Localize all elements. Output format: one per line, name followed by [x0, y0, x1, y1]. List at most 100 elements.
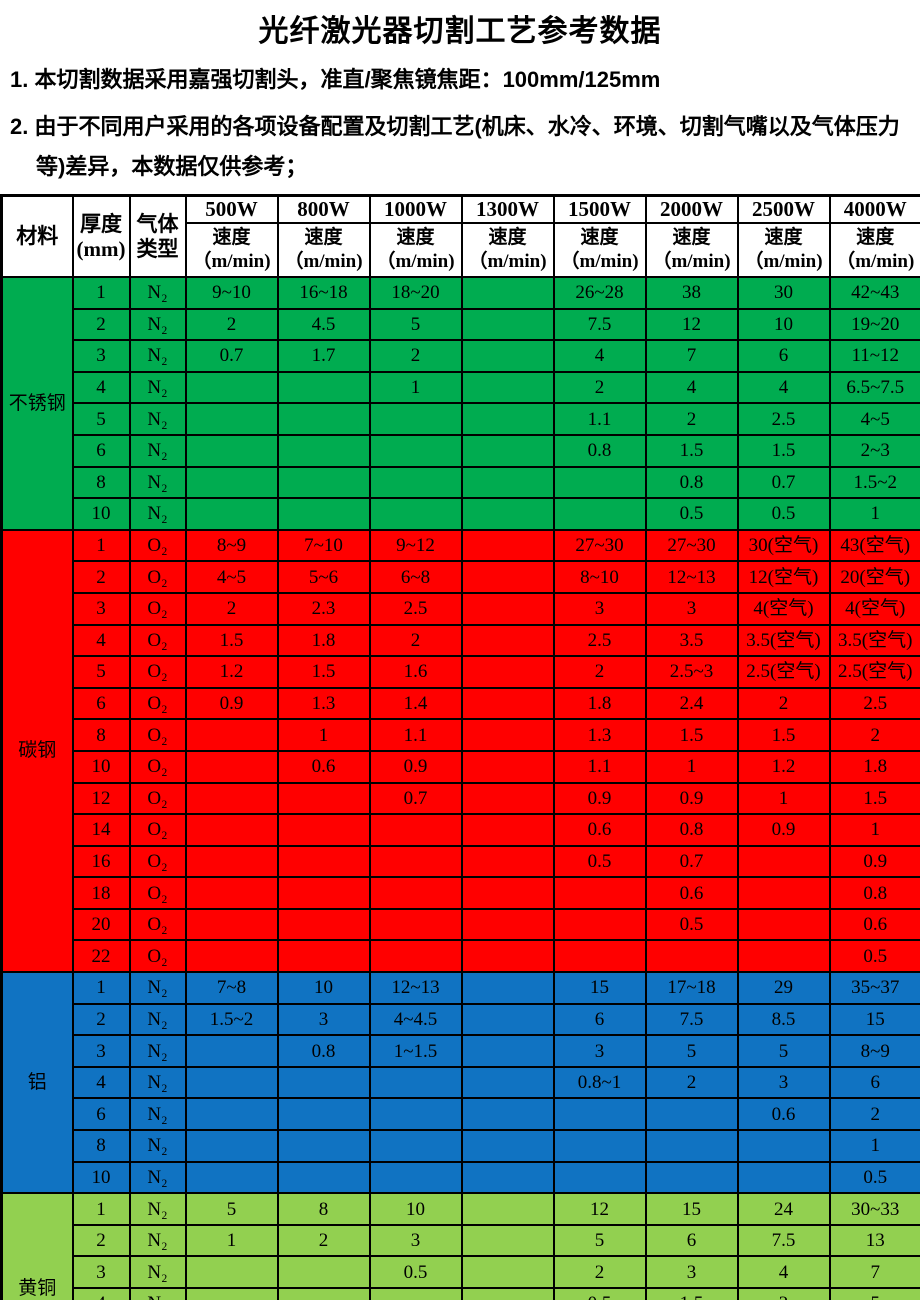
speed-cell [276, 1129, 371, 1163]
header-power-2000w: 2000W [644, 194, 739, 224]
speed-cell: 1.2 [736, 749, 831, 784]
gas-cell: O₂ [128, 528, 187, 563]
thickness-cell: 16 [71, 844, 131, 879]
speed-cell [368, 1097, 463, 1132]
speed-cell: 24 [736, 1192, 831, 1226]
speed-cell [368, 497, 463, 531]
speed-cell [460, 1192, 555, 1226]
speed-cell [460, 1034, 555, 1068]
speed-cell [552, 907, 647, 942]
speed-cell [184, 718, 279, 752]
speed-cell: 30~33 [828, 1192, 920, 1226]
speed-cell [276, 781, 371, 816]
speed-cell [184, 1034, 279, 1068]
speed-cell: 2 [552, 1255, 647, 1289]
gas-cell: N₂ [128, 1223, 187, 1258]
thickness-cell: 3 [71, 591, 131, 626]
speed-cell: 12 [644, 307, 739, 342]
speed-cell [736, 939, 831, 974]
speed-cell [368, 907, 463, 942]
speed-cell [460, 528, 555, 563]
speed-cell: 2 [368, 623, 463, 658]
speed-cell [276, 497, 371, 531]
speed-cell: 0.7 [644, 844, 739, 879]
speed-cell: 3 [552, 591, 647, 626]
speed-cell: 1.1 [368, 718, 463, 752]
speed-cell: 3 [368, 1223, 463, 1258]
thickness-cell: 1 [71, 971, 131, 1005]
gas-cell: N₂ [128, 433, 187, 468]
speed-cell: 1.5 [644, 433, 739, 468]
speed-cell [460, 813, 555, 847]
speed-cell: 5~6 [276, 560, 371, 594]
speed-cell: 4(空气) [736, 591, 831, 626]
speed-cell: 10 [276, 971, 371, 1005]
material-cell-aluminum: 铝 [0, 971, 74, 1195]
thickness-cell: 3 [71, 339, 131, 373]
speed-cell: 8~10 [552, 560, 647, 594]
speed-cell: 1.5 [736, 433, 831, 468]
thickness-cell: 10 [71, 749, 131, 784]
gas-cell: O₂ [128, 655, 187, 689]
speed-cell [184, 1097, 279, 1132]
gas-cell: N₂ [128, 1034, 187, 1068]
speed-cell: 38 [644, 276, 739, 310]
speed-cell [460, 402, 555, 436]
gas-cell: N₂ [128, 370, 187, 405]
gas-cell: N₂ [128, 276, 187, 310]
speed-cell: 3 [644, 591, 739, 626]
speed-cell: 11~12 [828, 339, 920, 373]
table-row: 3 N₂ 0.5 2 3 4 7 [2, 1255, 920, 1289]
gas-cell: N₂ [128, 1287, 187, 1300]
speed-cell [184, 1160, 279, 1195]
speed-cell: 2 [828, 718, 920, 752]
table-row: 4 N₂ 0.8~1 2 3 6 [2, 1065, 920, 1100]
thickness-cell: 2 [71, 307, 131, 342]
speed-cell: 12~13 [368, 971, 463, 1005]
speed-cell: 5 [552, 1223, 647, 1258]
header-speed-unit: 速度 （m/min) [184, 222, 279, 278]
header-speed-unit: 速度 （m/min) [552, 222, 647, 278]
speed-cell: 1.5 [184, 623, 279, 658]
speed-cell: 2 [644, 402, 739, 436]
thickness-cell: 2 [71, 560, 131, 594]
speed-cell [460, 1223, 555, 1258]
speed-cell [368, 402, 463, 436]
speed-cell [368, 433, 463, 468]
speed-cell: 1 [828, 813, 920, 847]
gas-cell: O₂ [128, 781, 187, 816]
table-row: 6 N₂ 0.8 1.5 1.5 2~3 [2, 433, 920, 468]
speed-cell [460, 339, 555, 373]
speed-cell: 4~5 [828, 402, 920, 436]
gas-cell: O₂ [128, 686, 187, 721]
speed-cell [276, 876, 371, 910]
page-title: 光纤激光器切割工艺参考数据 [258, 15, 662, 48]
note-1: 1. 本切割数据采用嘉强切割头，准直/聚焦镜焦距：100mm/125mm [10, 67, 661, 92]
speed-cell: 7 [828, 1255, 920, 1289]
table-row: 6 O₂ 0.9 1.3 1.4 1.8 2.4 2 2.5 [2, 686, 920, 721]
header-power-4000w: 4000W [828, 194, 920, 224]
header-speed-unit: 速度 （m/min) [368, 222, 463, 278]
table-row: 14 O₂ 0.6 0.8 0.9 1 [2, 813, 920, 847]
speed-cell [276, 1255, 371, 1289]
table-row: 8 N₂ 0.8 0.7 1.5~2 [2, 465, 920, 500]
material-cell-stainless-steel: 不锈钢 [0, 276, 74, 531]
table-header: 材料 厚度 (mm) 气体 类型 500W 800W 1000W 1300W 1500W… [0, 194, 920, 278]
speed-cell: 1.3 [276, 686, 371, 721]
speed-cell: 7.5 [644, 1002, 739, 1037]
speed-cell: 2.5 [736, 402, 831, 436]
speed-cell [460, 939, 555, 974]
gas-cell: N₂ [128, 1129, 187, 1163]
speed-cell [276, 844, 371, 879]
speed-cell [460, 1160, 555, 1195]
speed-cell [552, 497, 647, 531]
speed-cell: 15 [828, 1002, 920, 1037]
gas-cell: N₂ [128, 1002, 187, 1037]
speed-cell: 0.5 [368, 1255, 463, 1289]
material-cell-brass: 黄铜 [0, 1192, 74, 1300]
speed-cell: 2 [828, 1097, 920, 1132]
speed-cell: 2.5(空气) [828, 655, 920, 689]
speed-cell: 2 [552, 655, 647, 689]
thickness-cell: 3 [71, 1255, 131, 1289]
speed-cell: 1.4 [368, 686, 463, 721]
